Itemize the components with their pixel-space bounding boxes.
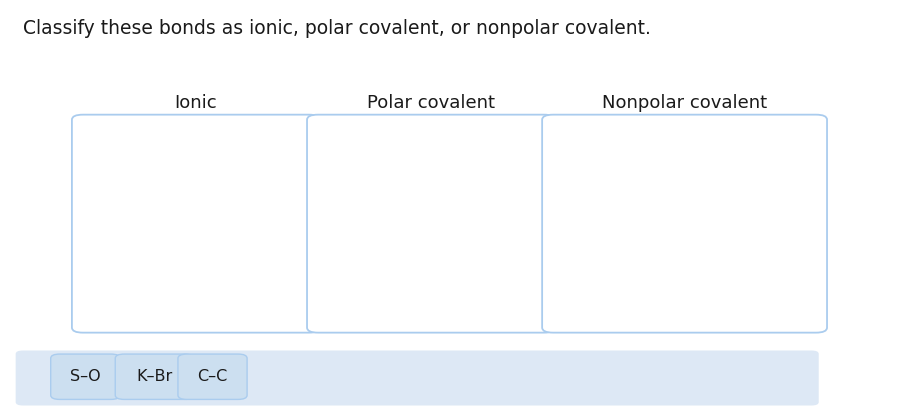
Text: Classify these bonds as ionic, polar covalent, or nonpolar covalent.: Classify these bonds as ionic, polar cov…: [23, 19, 651, 38]
Text: K–Br: K–Br: [136, 369, 172, 384]
FancyBboxPatch shape: [307, 115, 555, 333]
FancyBboxPatch shape: [72, 115, 320, 333]
Text: S–O: S–O: [70, 369, 100, 384]
Text: C–C: C–C: [197, 369, 228, 384]
FancyBboxPatch shape: [115, 354, 194, 399]
FancyBboxPatch shape: [51, 354, 120, 399]
Text: Polar covalent: Polar covalent: [368, 94, 495, 112]
FancyBboxPatch shape: [178, 354, 247, 399]
Text: Ionic: Ionic: [174, 94, 217, 112]
FancyBboxPatch shape: [16, 350, 819, 406]
FancyBboxPatch shape: [542, 115, 827, 333]
Text: Nonpolar covalent: Nonpolar covalent: [601, 94, 767, 112]
